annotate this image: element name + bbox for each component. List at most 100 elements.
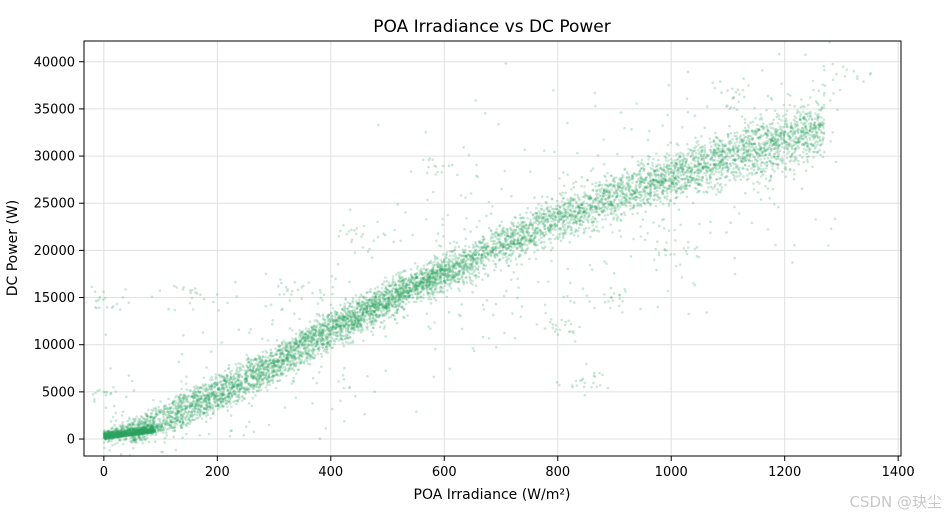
data-point xyxy=(753,155,756,159)
data-point xyxy=(782,103,785,107)
data-point xyxy=(591,182,594,186)
data-point xyxy=(759,157,762,161)
data-point xyxy=(369,320,372,324)
data-point xyxy=(793,132,797,136)
data-point xyxy=(603,174,606,178)
data-point xyxy=(715,150,718,153)
data-point xyxy=(766,132,770,135)
data-point xyxy=(507,234,510,238)
data-point xyxy=(369,305,372,308)
data-point xyxy=(453,264,457,268)
data-point xyxy=(606,213,610,216)
data-point xyxy=(355,317,359,320)
data-point xyxy=(731,138,734,141)
data-point xyxy=(794,148,798,151)
data-point xyxy=(703,126,706,130)
data-point xyxy=(597,230,601,233)
data-point xyxy=(543,212,546,216)
data-point xyxy=(585,208,588,211)
data-point xyxy=(332,321,335,325)
data-point xyxy=(170,411,174,414)
data-point xyxy=(727,149,731,152)
data-point xyxy=(696,149,700,152)
data-point xyxy=(753,164,757,168)
data-point xyxy=(383,294,387,297)
data-point xyxy=(642,181,646,185)
data-point xyxy=(551,246,554,250)
data-point xyxy=(562,228,566,231)
data-point xyxy=(204,397,208,400)
data-point xyxy=(124,437,128,441)
data-point xyxy=(782,141,785,144)
data-point xyxy=(750,167,753,170)
data-point xyxy=(164,420,167,424)
data-point xyxy=(540,236,543,240)
data-point xyxy=(577,218,581,222)
data-point xyxy=(426,291,430,295)
data-point xyxy=(725,163,729,167)
data-point xyxy=(683,164,687,167)
data-point xyxy=(714,168,718,171)
data-point xyxy=(559,239,563,243)
data-point xyxy=(113,442,117,446)
data-point xyxy=(428,272,432,276)
data-point xyxy=(744,191,747,195)
data-point xyxy=(713,153,716,157)
data-point xyxy=(696,156,700,160)
data-point xyxy=(452,240,456,243)
data-point xyxy=(714,170,718,174)
data-point xyxy=(538,233,542,237)
data-point xyxy=(709,141,712,144)
data-point xyxy=(378,303,382,307)
data-point xyxy=(255,379,259,383)
data-point xyxy=(658,197,662,200)
data-point xyxy=(148,426,152,430)
data-point xyxy=(811,165,814,169)
data-point xyxy=(540,204,543,208)
data-point xyxy=(719,149,723,153)
data-point xyxy=(317,329,321,333)
data-point xyxy=(544,227,547,231)
data-point xyxy=(545,212,548,216)
data-point xyxy=(610,203,613,206)
data-point xyxy=(733,177,736,180)
data-point xyxy=(747,142,750,145)
data-point xyxy=(735,171,738,175)
data-point xyxy=(276,358,280,362)
data-point xyxy=(379,300,382,303)
data-point xyxy=(536,223,540,227)
data-point xyxy=(251,369,254,373)
data-point xyxy=(193,407,196,410)
data-point xyxy=(377,298,380,301)
data-point xyxy=(696,139,700,143)
data-point xyxy=(399,287,403,291)
data-point xyxy=(249,372,253,376)
data-point xyxy=(610,188,613,191)
data-point xyxy=(335,323,338,327)
data-point xyxy=(567,211,570,214)
data-point xyxy=(554,215,557,219)
data-point xyxy=(734,152,737,155)
data-point xyxy=(648,192,651,196)
data-point xyxy=(736,153,739,157)
data-point xyxy=(307,344,311,347)
data-point xyxy=(246,388,249,392)
data-point xyxy=(429,282,432,285)
data-point xyxy=(749,135,753,138)
data-point xyxy=(184,410,187,414)
data-point xyxy=(606,190,609,194)
data-point xyxy=(116,435,120,439)
data-point xyxy=(589,196,593,199)
data-point xyxy=(746,174,749,177)
data-point xyxy=(652,221,655,224)
data-point xyxy=(505,228,508,231)
data-point xyxy=(751,153,754,156)
data-point xyxy=(667,159,670,162)
data-point xyxy=(380,296,384,300)
data-point xyxy=(445,268,448,272)
data-point xyxy=(485,252,489,255)
data-point xyxy=(764,177,768,180)
data-point xyxy=(775,115,779,119)
data-point xyxy=(135,429,139,433)
data-point xyxy=(787,141,791,145)
